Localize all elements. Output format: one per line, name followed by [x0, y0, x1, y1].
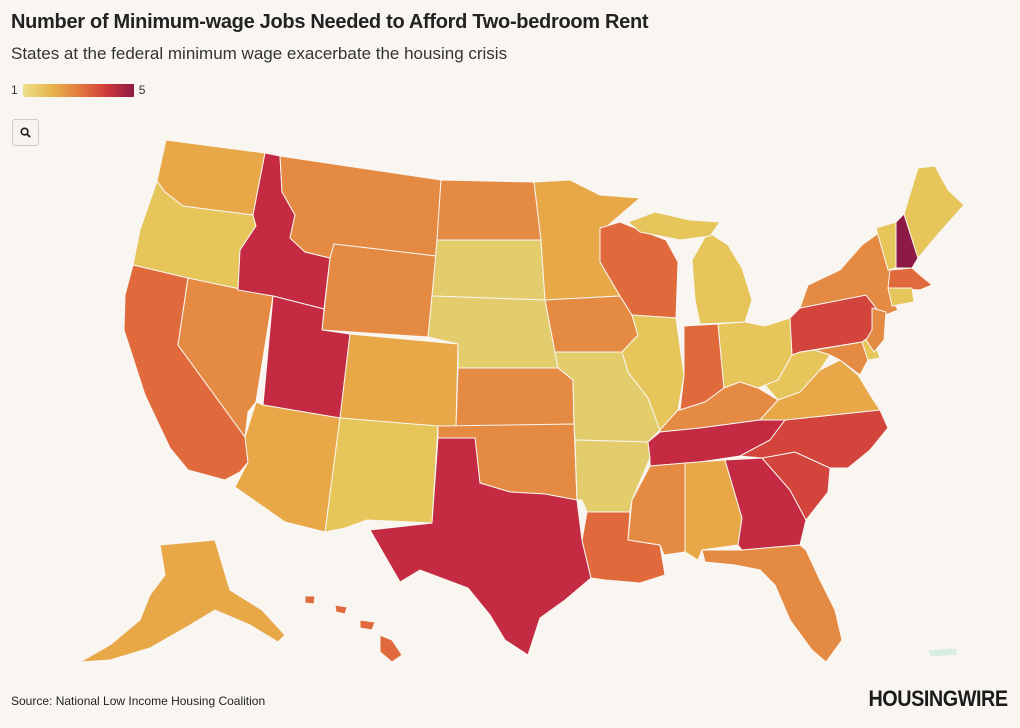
state-co[interactable] — [339, 333, 459, 429]
state-hi-oahu[interactable] — [334, 604, 348, 615]
state-me[interactable] — [903, 165, 965, 260]
state-ma[interactable] — [887, 267, 933, 291]
legend-min-label: 1 — [11, 83, 18, 97]
chart-title: Number of Minimum-wage Jobs Needed to Af… — [11, 11, 649, 33]
state-hi-maui[interactable] — [359, 619, 376, 631]
state-nd[interactable] — [436, 179, 542, 241]
state-nj[interactable] — [865, 307, 887, 353]
state-mi[interactable] — [691, 231, 753, 325]
legend-gradient-bar — [22, 83, 134, 97]
state-tx[interactable] — [369, 437, 592, 656]
chart-subtitle: States at the federal minimum wage exace… — [11, 44, 508, 63]
state-il[interactable] — [621, 314, 685, 431]
state-ct[interactable] — [887, 287, 915, 307]
state-nh[interactable] — [895, 213, 919, 269]
state-ia[interactable] — [544, 295, 639, 353]
state-fl[interactable] — [701, 544, 843, 663]
zoom-button[interactable] — [12, 119, 39, 146]
state-ks[interactable] — [455, 367, 575, 429]
state-hi-main[interactable] — [379, 634, 403, 663]
state-nm[interactable] — [324, 417, 439, 533]
state-az[interactable] — [234, 401, 341, 533]
territory-pr[interactable] — [927, 647, 959, 658]
source-note: Source: National Low Income Housing Coal… — [11, 694, 266, 708]
state-hi-kauai[interactable] — [304, 595, 316, 605]
state-wi[interactable] — [599, 221, 679, 319]
state-mt[interactable] — [279, 155, 442, 259]
state-wy[interactable] — [321, 243, 437, 338]
legend-max-label: 5 — [138, 83, 146, 97]
housingwire-logo: HOUSINGWIRE — [868, 686, 1009, 711]
search-icon — [20, 127, 31, 138]
state-mi-upper[interactable] — [627, 211, 721, 241]
color-legend: 1 5 — [11, 82, 145, 98]
state-ak[interactable] — [79, 539, 286, 663]
state-sd[interactable] — [431, 239, 546, 301]
